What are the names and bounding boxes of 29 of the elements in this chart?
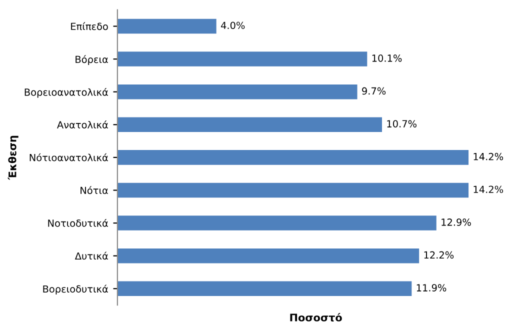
y-tick-label: Ανατολικά [57, 120, 108, 128]
bar [117, 182, 469, 198]
y-tick-label: Νότιοανατολικά [30, 153, 108, 162]
data-label: 11.9% [416, 284, 446, 292]
y-tick-label: Νότια [80, 186, 108, 194]
data-label: 12.2% [424, 251, 454, 259]
y-tick-label: Νοτιοδυτικά [48, 218, 108, 227]
bar [117, 84, 358, 100]
y-tick-label: Δυτικά [74, 252, 108, 260]
y-axis-title: Έκθεση [8, 136, 18, 180]
bar [117, 117, 382, 132]
data-label: 4.0% [220, 22, 245, 30]
data-label: 10.1% [372, 54, 402, 62]
y-tick-label: Επίπεδο [71, 22, 108, 30]
data-label: 12.9% [442, 218, 471, 226]
bar [117, 281, 412, 296]
data-label: 9.7% [362, 87, 386, 95]
bar [117, 18, 216, 34]
y-tick-label: Βόρεια [76, 55, 108, 65]
bar [117, 248, 420, 264]
data-label: 14.2% [474, 152, 504, 160]
bar [117, 150, 469, 165]
bar [117, 52, 368, 66]
y-tick-label: Βορειοανατολικά [24, 88, 108, 98]
data-label: 14.2% [474, 186, 504, 194]
y-tick-label: Βορειοδυτικά [43, 284, 108, 295]
data-label: 10.7% [387, 120, 417, 128]
bar [117, 216, 436, 230]
x-axis-title: Ποσοστό [290, 312, 342, 322]
